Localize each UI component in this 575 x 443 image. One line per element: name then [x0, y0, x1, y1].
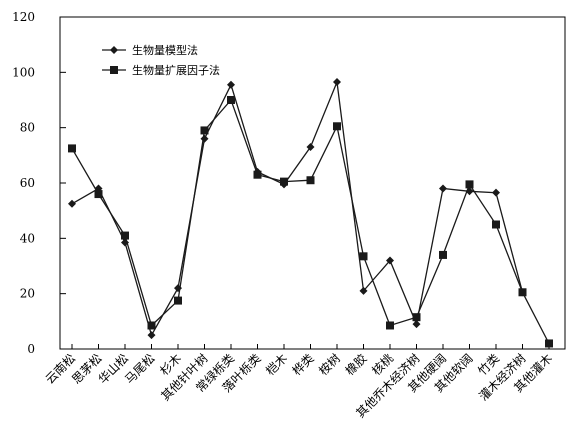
y-tick-label: 20 [20, 287, 35, 301]
y-tick-label: 80 [20, 121, 35, 135]
x-tick-label: 马尾松 [122, 351, 157, 386]
diamond-point [68, 199, 76, 208]
square-point [359, 252, 368, 261]
square-point [200, 126, 209, 135]
y-tick-label: 60 [20, 176, 35, 190]
square-point [333, 122, 341, 131]
diamond-point [147, 331, 156, 340]
series-line [71, 79, 524, 337]
x-tick-label: 桤木 [263, 351, 291, 379]
diamond-point [333, 78, 341, 87]
square-point [386, 321, 394, 330]
y-tick-label: 0 [27, 342, 35, 356]
square-point [280, 177, 288, 186]
legend-entry: 生物量扩展因子法 [102, 63, 220, 77]
diamond-point [200, 134, 209, 143]
legend-square-marker [110, 66, 118, 74]
x-tick-label: 桦类 [289, 351, 317, 379]
legend-entry: 生物量模型法 [102, 43, 198, 57]
diamond-point [386, 256, 394, 265]
square-point [306, 176, 315, 185]
legend-diamond-marker [110, 46, 118, 54]
series-1 [68, 78, 527, 340]
y-axis: 0 20 40 60 80 100 120 [12, 10, 66, 356]
diamond-point [227, 80, 235, 89]
square-point [94, 190, 103, 199]
series-2 [68, 96, 553, 348]
x-tick-label: 橡胶 [342, 351, 370, 379]
square-point [518, 288, 527, 297]
diamond-point [412, 320, 421, 329]
square-point [174, 296, 182, 305]
square-point [147, 321, 156, 330]
legend-label: 生物量模型法 [132, 43, 198, 57]
square-point [492, 220, 500, 229]
square-point [439, 250, 447, 259]
square-point [68, 144, 76, 153]
x-tick-label: 桉树 [316, 351, 344, 379]
legend-label: 生物量扩展因子法 [132, 63, 220, 77]
square-point [253, 170, 262, 179]
square-point [227, 96, 235, 104]
diamond-point [359, 286, 368, 295]
y-tick-label: 120 [12, 10, 35, 24]
y-tick-label: 100 [12, 65, 35, 79]
diamond-point [439, 184, 447, 193]
square-point [545, 339, 553, 348]
series-layer [68, 78, 553, 348]
square-point [412, 313, 421, 322]
diamond-point [492, 188, 500, 197]
y-tick-label: 40 [20, 231, 35, 245]
square-point [465, 180, 474, 189]
square-point [121, 231, 129, 240]
diamond-point [306, 143, 315, 152]
